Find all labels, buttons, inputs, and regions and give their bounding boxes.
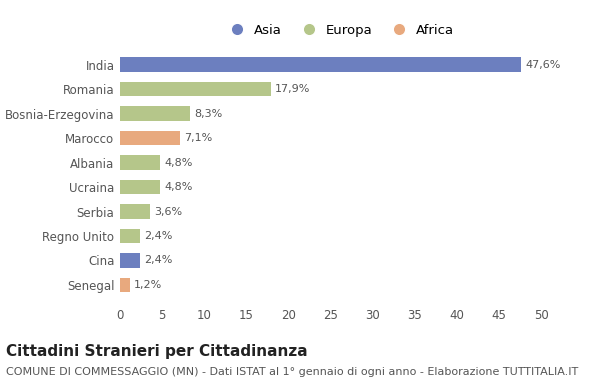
Bar [120,180,160,195]
Bar [120,253,140,268]
Text: 2,4%: 2,4% [145,255,173,266]
Text: 47,6%: 47,6% [525,60,560,70]
Text: 1,2%: 1,2% [134,280,163,290]
Bar [120,82,271,97]
Text: 7,1%: 7,1% [184,133,212,143]
Bar [120,106,190,121]
Bar [120,57,521,72]
Bar [120,204,151,219]
Text: 2,4%: 2,4% [145,231,173,241]
Text: 8,3%: 8,3% [194,109,223,119]
Legend: Asia, Europa, Africa: Asia, Europa, Africa [218,19,460,42]
Text: Cittadini Stranieri per Cittadinanza: Cittadini Stranieri per Cittadinanza [6,344,308,359]
Text: 4,8%: 4,8% [164,182,193,192]
Bar [120,155,160,170]
Text: 3,6%: 3,6% [155,206,182,217]
Bar [120,277,130,292]
Text: 4,8%: 4,8% [164,158,193,168]
Bar [120,131,180,146]
Text: 17,9%: 17,9% [275,84,310,94]
Text: COMUNE DI COMMESSAGGIO (MN) - Dati ISTAT al 1° gennaio di ogni anno - Elaborazio: COMUNE DI COMMESSAGGIO (MN) - Dati ISTAT… [6,367,578,377]
Bar [120,229,140,243]
